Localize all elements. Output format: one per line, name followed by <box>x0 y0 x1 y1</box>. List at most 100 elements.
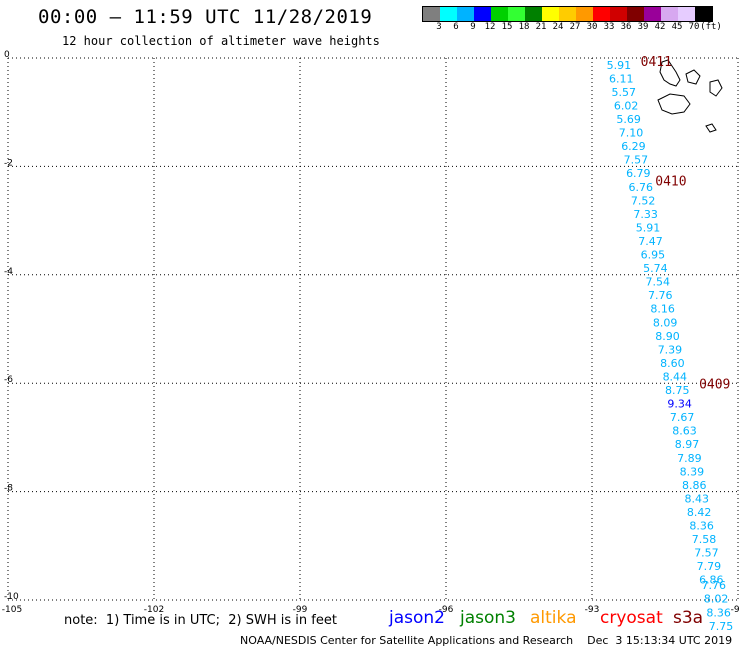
legend-swatch <box>440 7 457 21</box>
legend-label: 27 <box>569 22 581 32</box>
legend-label: 12 <box>484 22 496 32</box>
legend-label: 70 <box>688 22 700 32</box>
legend-swatch <box>678 7 695 21</box>
legend-swatch <box>695 7 712 21</box>
legend-label: (ft) <box>700 22 722 32</box>
legend-swatch <box>542 7 559 21</box>
wave-height-value: 7.54 <box>646 276 671 289</box>
legend-label: 39 <box>637 22 649 32</box>
wave-height-value: 8.44 <box>663 370 688 383</box>
wave-height-value: 8.90 <box>655 330 680 343</box>
x-tick-label: -105 <box>2 605 22 615</box>
legend-label: 18 <box>518 22 530 32</box>
coastline-galapagos <box>657 59 723 133</box>
wave-height-value: 6.86 <box>699 574 724 587</box>
legend-label: 9 <box>470 22 476 32</box>
wave-height-value: 8.60 <box>660 357 685 370</box>
island-outline <box>659 59 681 87</box>
legend-labels: 3 6 9 12 15 18 21 24 27 30 33 36 39 42 45 70 (ft) <box>422 22 728 34</box>
wave-height-value: 5.91 <box>607 59 632 72</box>
island-outline <box>705 123 717 133</box>
wave-height-color-legend: 3 6 9 12 15 18 21 24 27 30 33 36 39 42 45 70 (ft) <box>422 6 728 34</box>
legend-label: 6 <box>453 22 459 32</box>
wave-height-value: 7.79 <box>697 560 722 573</box>
legend-label: 21 <box>535 22 547 32</box>
legend-swatch <box>457 7 474 21</box>
wave-height-value: 8.63 <box>672 425 697 438</box>
wave-height-value: 8.36 <box>689 520 714 533</box>
wave-height-value: 9.34 <box>667 398 692 411</box>
wave-height-value: 8.42 <box>687 506 712 519</box>
legend-swatch <box>423 7 440 21</box>
wave-height-value: 7.58 <box>692 533 717 546</box>
pass-time-label: 0411 <box>641 55 672 70</box>
island-outline <box>709 79 723 97</box>
y-tick-label: -8 <box>4 484 13 494</box>
legend-swatches <box>422 6 713 22</box>
wave-height-value: 5.91 <box>636 221 661 234</box>
wave-height-value: 8.86 <box>682 479 707 492</box>
sat-s3a: s3a <box>673 608 704 628</box>
wave-height-value: 8.97 <box>675 438 700 451</box>
wave-height-value: 6.95 <box>641 249 666 262</box>
pass-time-label: 0409 <box>699 378 730 393</box>
wave-height-value: 8.36 <box>706 606 731 619</box>
sat-jason2: jason2 <box>389 608 445 628</box>
legend-swatch <box>491 7 508 21</box>
credit-line: NOAA/NESDIS Center for Satellite Applica… <box>240 634 733 647</box>
wave-height-value: 5.57 <box>611 86 636 99</box>
wave-height-value: 7.47 <box>638 235 663 248</box>
footer-note: note: 1) Time is in UTC; 2) SWH is in fe… <box>64 613 337 628</box>
legend-swatch <box>576 7 593 21</box>
legend-swatch <box>593 7 610 21</box>
wave-height-value: 7.33 <box>633 208 658 221</box>
wave-height-value: 8.09 <box>653 316 678 329</box>
wave-height-value: 6.79 <box>626 167 651 180</box>
legend-label: 3 <box>436 22 442 32</box>
legend-label: 45 <box>671 22 683 32</box>
wave-height-value: 8.02 <box>704 593 729 606</box>
chart-title: 00:00 – 11:59 UTC 11/28/2019 <box>38 6 373 28</box>
wave-height-value: 7.39 <box>658 343 683 356</box>
y-tick-label: -2 <box>4 158 13 168</box>
legend-swatch <box>474 7 491 21</box>
wave-height-value: 6.02 <box>614 99 639 112</box>
chart-subtitle: 12 hour collection of altimeter wave hei… <box>62 34 380 48</box>
wave-height-value: 8.39 <box>680 465 705 478</box>
legend-label: 36 <box>620 22 632 32</box>
wave-height-value: 7.57 <box>624 154 649 167</box>
sat-jason3: jason3 <box>460 608 516 628</box>
wave-height-value: 7.67 <box>670 411 695 424</box>
wave-height-value: 7.76 <box>648 289 673 302</box>
legend-swatch <box>525 7 542 21</box>
y-tick-label: -6 <box>4 375 13 385</box>
wave-height-value: 6.29 <box>621 140 646 153</box>
wave-height-value: 7.52 <box>631 194 656 207</box>
wave-height-value: 8.75 <box>665 384 690 397</box>
x-tick-label: -93 <box>585 605 600 615</box>
sat-cryosat: cryosat <box>600 608 663 628</box>
sat-altika: altika <box>530 608 577 628</box>
wave-height-value: 7.57 <box>694 547 719 560</box>
island-outline <box>685 69 701 85</box>
legend-swatch <box>627 7 644 21</box>
wave-height-value: 7.75 <box>709 620 734 633</box>
wave-height-value: 5.69 <box>616 113 641 126</box>
legend-label: 15 <box>501 22 513 32</box>
wave-height-value: 6.76 <box>629 181 654 194</box>
x-tick-label: -102 <box>144 605 164 615</box>
wave-height-value: 7.10 <box>619 127 644 140</box>
pass-time-label: 0410 <box>655 174 686 189</box>
wave-height-value: 7.76 <box>702 579 727 592</box>
legend-swatch <box>644 7 661 21</box>
y-tick-label: -10 <box>4 592 19 602</box>
wave-height-value: 6.11 <box>609 72 634 85</box>
x-tick-label: -96 <box>439 605 454 615</box>
legend-label: 24 <box>552 22 564 32</box>
legend-label: 30 <box>586 22 598 32</box>
wave-height-value: 8.43 <box>684 492 709 505</box>
legend-label: 42 <box>654 22 666 32</box>
wave-height-value: 7.89 <box>677 452 702 465</box>
wave-height-value: 5.74 <box>643 262 668 275</box>
